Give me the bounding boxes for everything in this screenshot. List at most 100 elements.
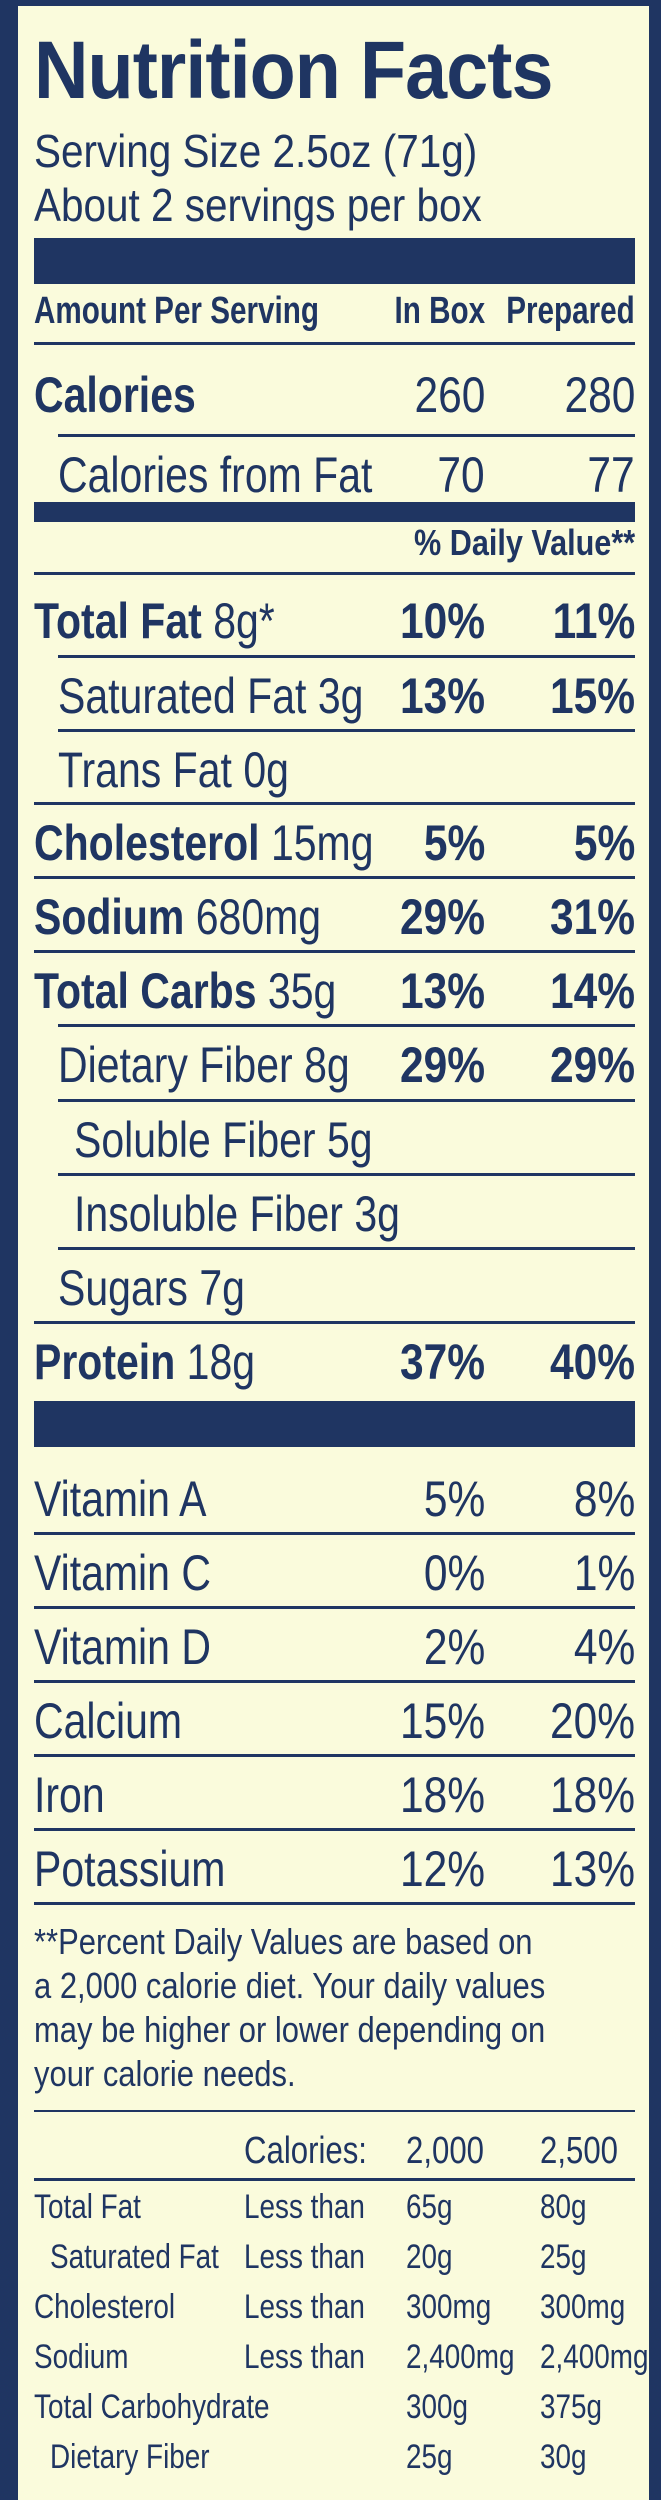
reference-2000-value: 300mg — [406, 2288, 492, 2326]
dv-in-box: 37% — [399, 1334, 485, 1390]
nutrient-row: Sodium 680mg 29% 31% — [34, 880, 635, 952]
divider — [34, 802, 635, 805]
col-prepared: Prepared — [506, 290, 635, 332]
nutrient-amount: 15mg — [270, 815, 374, 871]
reference-2000-value: 300g — [406, 2388, 469, 2426]
vitamin-in-box: 5% — [423, 1471, 485, 1527]
divider — [34, 1754, 635, 1757]
dv-in-box: 13% — [399, 668, 485, 724]
nutrient-row: Dietary Fiber 8g 29% 29% — [58, 1028, 635, 1100]
dv-in-box: 29% — [399, 889, 485, 945]
divider — [58, 1247, 635, 1250]
nutrient-amount: 8g* — [213, 593, 275, 649]
reference-nutrient: Sodium — [34, 2338, 129, 2376]
divider — [58, 1024, 635, 1027]
reference-row: Dietary Fiber 25g 30g — [34, 2438, 635, 2488]
vitamin-row: Vitamin D 2% 4% — [34, 1610, 635, 1682]
vitamin-name: Potassium — [34, 1841, 226, 1897]
reference-2500-value: 2,400mg — [540, 2338, 649, 2376]
nutrient-amount: 18g — [186, 1334, 256, 1390]
nutrient-row: Saturated Fat 3g 13% 15% — [58, 659, 635, 731]
vitamin-name: Iron — [34, 1767, 105, 1823]
reference-2000-value: 25g — [406, 2438, 453, 2476]
nutrient-amount: 8g — [304, 1037, 350, 1093]
reference-2000-value: 65g — [406, 2188, 453, 2226]
reference-qualifier: Less than — [244, 2288, 365, 2326]
vitamin-row: Iron 18% 18% — [34, 1758, 635, 1830]
reference-nutrient: Total Carbohydrate — [34, 2388, 270, 2426]
nutrient-amount: 5g — [326, 1112, 373, 1168]
reference-row: Cholesterol Less than 300mg 300mg — [34, 2288, 635, 2338]
nutrient-row: Protein 18g 37% 40% — [34, 1325, 635, 1397]
reference-2000: 2,000 — [406, 2130, 484, 2172]
reference-header: Calories: 2,000 2,500 — [34, 2130, 635, 2180]
reference-2000-value: 20g — [406, 2238, 453, 2276]
nutrient-name: Cholesterol — [34, 815, 260, 871]
divider — [34, 1532, 635, 1535]
divider — [58, 655, 635, 658]
nutrient-row: Total Fat 8g* 10% 11% — [34, 584, 635, 656]
nutrient-name: Soluble Fiber — [74, 1112, 316, 1168]
nutrient-name: Protein — [34, 1334, 176, 1390]
dv-prepared: 14% — [549, 963, 635, 1019]
servings-per-box: About 2 servings per box — [34, 179, 482, 231]
nutrient-name: Dietary Fiber — [58, 1037, 293, 1093]
vitamin-prepared: 18% — [549, 1767, 635, 1823]
reference-qualifier: Less than — [244, 2338, 365, 2376]
reference-row: Total Fat Less than 65g 80g — [34, 2188, 635, 2238]
reference-qualifier: Less than — [244, 2188, 365, 2226]
reference-2500-value: 80g — [540, 2188, 587, 2226]
nutrient-name: Total Fat — [34, 593, 202, 649]
nutrient-name: Total Carbs — [34, 963, 257, 1019]
dv-prepared: 5% — [573, 815, 635, 871]
column-header: Amount Per Serving In Box Prepared — [34, 286, 635, 342]
nutrient-name: Sodium — [34, 889, 185, 945]
vitamin-prepared: 4% — [573, 1619, 635, 1675]
medium-bar — [34, 502, 635, 522]
divider — [34, 1321, 635, 1324]
vitamin-in-box: 0% — [423, 1545, 485, 1601]
dv-in-box: 10% — [399, 593, 485, 649]
nutrient-name: Trans Fat — [58, 742, 232, 798]
calories-fat-label: Calories from Fat — [58, 447, 373, 503]
calories-fat-row: Calories from Fat 70 77 — [58, 438, 635, 510]
vitamin-prepared: 8% — [573, 1471, 635, 1527]
reference-2500-value: 375g — [540, 2388, 603, 2426]
nutrient-row: Sugars 7g — [58, 1251, 635, 1323]
calories-in-box: 260 — [414, 367, 485, 423]
divider — [34, 1680, 635, 1683]
nutrient-name: Sugars — [58, 1260, 188, 1316]
vitamin-name: Vitamin C — [34, 1545, 211, 1601]
label-title: Nutrition Facts — [34, 25, 553, 116]
nutrient-row: Total Carbs 35g 13% 14% — [34, 954, 635, 1026]
calories-fat-prepared: 77 — [587, 447, 635, 503]
reference-nutrient: Cholesterol — [34, 2288, 176, 2326]
divider — [34, 1828, 635, 1831]
dv-in-box: 29% — [399, 1037, 485, 1093]
vitamin-prepared: 1% — [573, 1545, 635, 1601]
dv-in-box: 13% — [399, 963, 485, 1019]
divider — [34, 1902, 635, 1905]
reference-2500-value: 30g — [540, 2438, 587, 2476]
nutrient-name: Insoluble Fiber — [74, 1186, 343, 1242]
divider — [58, 434, 635, 437]
dv-prepared: 40% — [549, 1334, 635, 1390]
thick-bar — [34, 238, 635, 284]
divider — [34, 342, 635, 345]
divider — [34, 2178, 635, 2181]
reference-calories-label: Calories: — [244, 2130, 367, 2172]
vitamin-prepared: 13% — [549, 1841, 635, 1897]
amount-per-serving: Amount Per Serving — [34, 290, 319, 332]
calories-label: Calories — [34, 367, 196, 423]
nutrient-amount: 680mg — [195, 889, 322, 945]
reference-row: Total Carbohydrate 300g 375g — [34, 2388, 635, 2438]
vitamin-in-box: 12% — [399, 1841, 485, 1897]
daily-value-header: % Daily Value** — [413, 522, 635, 563]
divider — [58, 1173, 635, 1176]
reference-2500-value: 25g — [540, 2238, 587, 2276]
vitamin-name: Vitamin A — [34, 1471, 207, 1527]
divider — [58, 1099, 635, 1102]
thick-bar — [34, 1401, 635, 1447]
dv-prepared: 29% — [549, 1037, 635, 1093]
